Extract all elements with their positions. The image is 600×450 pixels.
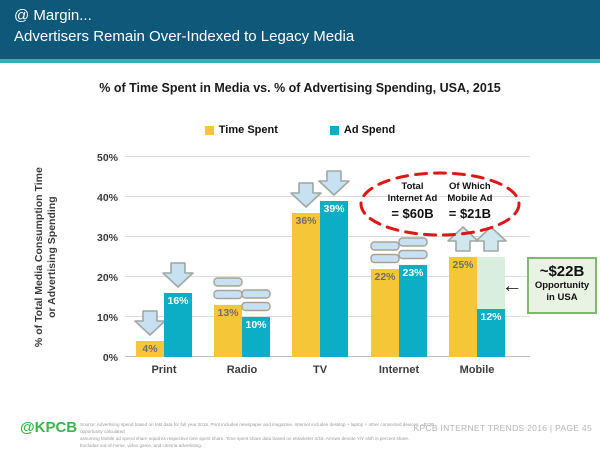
y-tick-label-0: 0% xyxy=(102,352,118,364)
oval-mobile-line1: Of Which xyxy=(449,181,491,192)
y-tick-label-10: 10% xyxy=(96,312,118,324)
kpcb-logo: @KPCB xyxy=(20,419,78,436)
bar-value-label: 10% xyxy=(245,319,267,331)
trend-down-icon xyxy=(318,170,350,196)
y-axis-ticks: 0% 10% 20% 30% 40% 50% xyxy=(74,152,118,364)
chart-title: % of Time Spent in Media vs. % of Advert… xyxy=(99,81,501,95)
bar-print-ad-spend: 16% xyxy=(164,293,192,357)
source-line-2: assuming Mobile ad spend share equal its… xyxy=(80,436,410,442)
bar-value-label: 36% xyxy=(295,215,317,227)
bar-tv-time-spent: 36% xyxy=(292,213,320,357)
time-spent-swatch-icon xyxy=(204,125,214,135)
oval-col-total-internet: Total Internet Ad = $60B xyxy=(388,181,438,238)
trend-down-icon xyxy=(290,182,322,208)
source-line-1: Source: Advertising spend based on IAB d… xyxy=(80,422,435,435)
bar-mobile-time-spent: 25% xyxy=(449,257,477,357)
legend-label-ad-spend: Ad Spend xyxy=(343,124,396,136)
oval-mobile-line2: Mobile Ad xyxy=(447,192,493,204)
bar-value-label: 4% xyxy=(142,343,158,355)
legend-item-ad-spend: Ad Spend xyxy=(329,124,396,136)
ad-spend-swatch-icon xyxy=(329,125,339,135)
trend-down-icon xyxy=(134,310,166,336)
arrow-left-icon: ← xyxy=(501,274,523,297)
bar-value-label: 39% xyxy=(323,203,345,215)
category-label-tv: TV xyxy=(312,364,328,376)
opportunity-box: ~$22B Opportunity in USA xyxy=(527,257,597,314)
bar-mobile-ad-spend: 12% xyxy=(477,309,505,357)
trend-down-icon xyxy=(162,262,194,288)
y-axis-title-line2: or Advertising Spending xyxy=(46,196,58,318)
trend-equal-icon xyxy=(241,289,271,312)
accent-strip xyxy=(0,59,600,63)
footer-page-info: KPCB INTERNET TRENDS 2016 | PAGE 45 xyxy=(413,423,592,433)
oval-total-line1: Total xyxy=(401,181,424,192)
gridline-50 xyxy=(125,156,530,157)
bar-radio-ad-spend: 10% xyxy=(242,317,270,357)
mobile-opportunity-extension xyxy=(477,257,505,309)
oval-mobile-value: = $21B xyxy=(448,205,492,221)
slide-kicker: @ Margin... xyxy=(14,7,92,24)
opportunity-label-line3: in USA xyxy=(546,292,578,304)
bar-internet-time-spent: 22% xyxy=(371,269,399,357)
bar-value-label: 12% xyxy=(480,311,502,323)
trend-equal-icon xyxy=(398,237,428,260)
category-label-internet: Internet xyxy=(378,364,420,376)
chart-plot-area: 4% 16% 13% 10% 36% 39% 22% 23% 25% 12% xyxy=(125,156,530,357)
category-axis-labels: Print Radio TV Internet Mobile xyxy=(125,364,530,380)
bar-print-time-spent: 4% xyxy=(136,341,164,357)
gridline-40 xyxy=(125,196,530,197)
bar-value-label: 23% xyxy=(402,267,424,279)
opportunity-label-line2: Opportunity xyxy=(534,280,590,291)
bar-radio-time-spent: 13% xyxy=(214,305,242,357)
bar-value-label: 25% xyxy=(452,259,474,271)
internet-ad-oval-content: Total Internet Ad = $60B Of Which Mobile… xyxy=(358,170,522,238)
category-label-radio: Radio xyxy=(226,364,258,376)
legend-item-time-spent: Time Spent xyxy=(204,124,278,136)
y-tick-label-20: 20% xyxy=(96,272,118,284)
dashed-oval-ellipse xyxy=(359,171,521,237)
y-axis-title: % of Total Media Consumption Time or Adv… xyxy=(33,142,59,372)
source-line-3: Excludes out-of-home, video game, and ci… xyxy=(80,443,203,449)
y-tick-label-30: 30% xyxy=(96,232,118,244)
legend-label-time-spent: Time Spent xyxy=(218,124,278,136)
y-tick-label-40: 40% xyxy=(96,192,118,204)
trend-up-icon xyxy=(475,226,507,252)
source-note: Source: Advertising spend based on IAB d… xyxy=(80,421,440,449)
header-bar: @ Margin... Advertisers Remain Over-Inde… xyxy=(0,0,600,59)
oval-col-mobile: Of Which Mobile Ad = $21B xyxy=(447,181,492,238)
opportunity-amount: ~$22B xyxy=(539,263,585,280)
bar-tv-ad-spend: 39% xyxy=(320,201,348,357)
bar-internet-ad-spend: 23% xyxy=(399,265,427,357)
slide-title: Advertisers Remain Over-Indexed to Legac… xyxy=(14,28,355,45)
trend-equal-icon xyxy=(213,277,243,300)
category-label-mobile: Mobile xyxy=(459,364,495,376)
bar-value-label: 22% xyxy=(374,271,396,283)
chart-legend: Time Spent Ad Spend xyxy=(0,124,600,136)
y-axis-title-line1: % of Total Media Consumption Time xyxy=(32,167,45,348)
dashed-oval-outline xyxy=(359,171,521,237)
oval-total-line2: Internet Ad xyxy=(387,192,438,204)
category-label-print: Print xyxy=(151,364,177,376)
internet-ad-oval: Total Internet Ad = $60B Of Which Mobile… xyxy=(358,170,522,238)
y-tick-label-50: 50% xyxy=(96,152,118,164)
trend-equal-icon xyxy=(370,241,400,264)
bar-value-label: 16% xyxy=(167,295,189,307)
bar-value-label: 13% xyxy=(217,307,239,319)
oval-total-value: = $60B xyxy=(391,205,434,221)
